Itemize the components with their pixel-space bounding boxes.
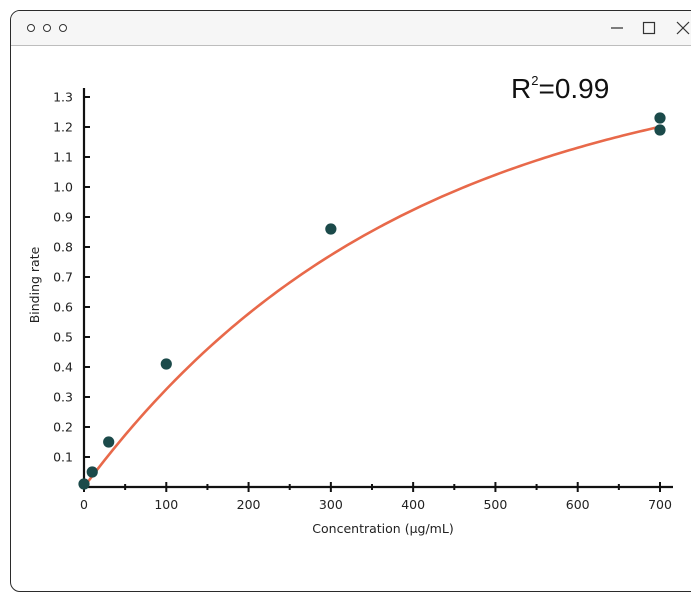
y-tick-label: 0.4 (53, 360, 73, 375)
x-tick-label: 0 (80, 497, 88, 512)
x-axis: 0 100 200 300 400 500 600 700 (80, 482, 673, 512)
y-tick-label: 1.2 (53, 120, 73, 135)
data-point (78, 478, 90, 490)
y-tick-label: 0.9 (53, 210, 73, 225)
data-point (654, 112, 666, 124)
x-tick-label: 600 (566, 497, 590, 512)
data-point (103, 436, 115, 448)
x-tick-label: 400 (401, 497, 425, 512)
y-tick-label: 1.0 (53, 180, 73, 195)
y-tick-label: 0.6 (53, 300, 73, 315)
data-point (86, 466, 98, 478)
x-tick-label: 300 (319, 497, 343, 512)
y-axis: 0.1 0.2 0.3 0.4 0.5 0.6 0.7 0.8 0.9 1.0 1.1 1.2 1.3 (53, 88, 90, 487)
y-tick-label: 0.3 (53, 390, 73, 405)
r-squared-prefix: R (511, 73, 531, 104)
y-tick-label: 0.7 (53, 270, 73, 285)
app-window (10, 10, 691, 592)
window-dot-1[interactable] (27, 24, 35, 32)
fit-curve (82, 125, 661, 488)
y-tick-label: 0.2 (53, 420, 73, 435)
minimize-icon[interactable] (609, 19, 625, 37)
r-squared-value: =0.99 (538, 73, 609, 104)
close-icon[interactable] (675, 19, 691, 37)
x-tick-label: 500 (483, 497, 507, 512)
data-point (654, 124, 666, 136)
window-dot-2[interactable] (43, 24, 51, 32)
x-tick-label: 200 (237, 497, 261, 512)
data-point (160, 358, 172, 370)
x-axis-label: Concentration (µg/mL) (312, 521, 453, 536)
y-tick-label: 0.5 (53, 330, 73, 345)
y-tick-label: 0.8 (53, 240, 73, 255)
chart: 0.10.20.30.40.50.60.70.80.91.01.11.21.3 … (27, 73, 673, 536)
r-squared-annotation: R2=0.99 (511, 73, 609, 104)
y-axis-label: Binding rate (27, 246, 42, 323)
title-bar (11, 11, 691, 46)
y-tick-label: 1.3 (53, 90, 73, 105)
maximize-icon[interactable] (641, 19, 657, 37)
x-tick-label: 100 (154, 497, 178, 512)
y-tick-label: 0.1 (53, 450, 73, 465)
x-tick-label: 700 (648, 497, 672, 512)
data-point (325, 223, 337, 235)
y-tick-label: 1.1 (53, 150, 73, 165)
window-dot-3[interactable] (59, 24, 67, 32)
data-points (78, 112, 666, 490)
r-squared-superscript: 2 (531, 73, 538, 88)
